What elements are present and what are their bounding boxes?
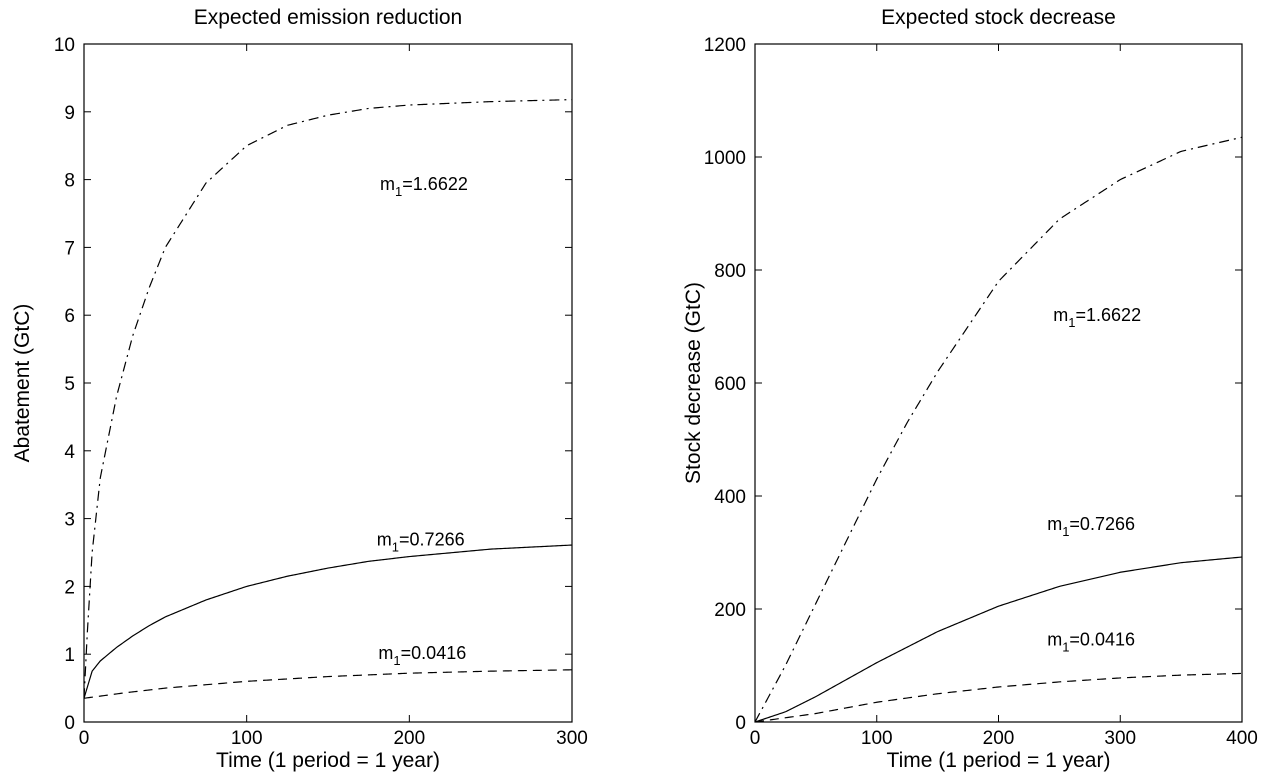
x-tick-label: 400 xyxy=(1226,728,1258,749)
chart-title: Expected stock decrease xyxy=(881,6,1116,29)
x-tick-label: 0 xyxy=(79,728,90,749)
series-line-0 xyxy=(84,99,572,699)
y-tick-label: 6 xyxy=(64,306,75,327)
x-axis-label: Time (1 period = 1 year) xyxy=(887,749,1111,772)
series-annotation: m1=0.0416 xyxy=(378,643,466,668)
series-line-2 xyxy=(84,669,572,699)
x-tick-label: 300 xyxy=(1104,728,1136,749)
x-tick-label: 200 xyxy=(983,728,1015,749)
series-line-1 xyxy=(755,556,1242,722)
y-tick-label: 4 xyxy=(64,442,75,463)
x-tick-label: 100 xyxy=(861,728,893,749)
y-tick-label: 800 xyxy=(714,261,746,282)
series-annotation: m1=1.6622 xyxy=(1053,305,1141,330)
plot-frame xyxy=(754,43,1243,723)
y-tick-label: 0 xyxy=(735,713,746,734)
series-annotation: m1=0.7266 xyxy=(377,530,465,555)
y-tick-label: 1 xyxy=(64,645,75,666)
x-axis-label: Time (1 period = 1 year) xyxy=(216,749,440,772)
y-tick-label: 200 xyxy=(714,600,746,621)
series-group xyxy=(84,99,572,699)
chart-title: Expected emission reduction xyxy=(194,6,462,29)
x-tick-label: 300 xyxy=(556,728,588,749)
y-tick-label: 600 xyxy=(714,374,746,395)
y-tick-label: 3 xyxy=(64,510,75,531)
series-group xyxy=(755,136,1242,722)
stock-decrease-chart: 0 100 200 300 400 0 200 400 600 800 1000 1200 Expect… xyxy=(682,6,1258,772)
y-tick-label: 5 xyxy=(64,374,75,395)
y-axis-label: Stock decrease (GtC) xyxy=(682,282,705,484)
y-tick-label: 1000 xyxy=(704,148,746,169)
series-annotation: m1=0.7266 xyxy=(1047,514,1135,539)
y-tick-label: 1200 xyxy=(704,35,746,56)
x-tick-label: 200 xyxy=(393,728,425,749)
x-tick-label: 0 xyxy=(750,728,761,749)
y-tick-label: 9 xyxy=(64,103,75,124)
x-tick-label: 100 xyxy=(231,728,263,749)
series-annotation: m1=0.0416 xyxy=(1047,630,1135,655)
series-line-0 xyxy=(755,136,1242,722)
emission-reduction-chart: 0 100 200 300 0 1 2 3 4 5 6 7 8 9 10 Expected emission … xyxy=(11,6,588,772)
plot-frame xyxy=(83,43,573,723)
series-line-2 xyxy=(755,672,1242,722)
y-tick-label: 7 xyxy=(64,238,75,259)
y-tick-label: 10 xyxy=(54,35,75,56)
y-axis-label: Abatement (GtC) xyxy=(11,304,34,463)
y-tick-label: 400 xyxy=(714,487,746,508)
y-tick-label: 0 xyxy=(64,713,75,734)
series-annotation: m1=1.6622 xyxy=(380,174,468,199)
y-tick-label: 2 xyxy=(64,577,75,598)
y-tick-label: 8 xyxy=(64,171,75,192)
series-line-1 xyxy=(84,544,572,699)
